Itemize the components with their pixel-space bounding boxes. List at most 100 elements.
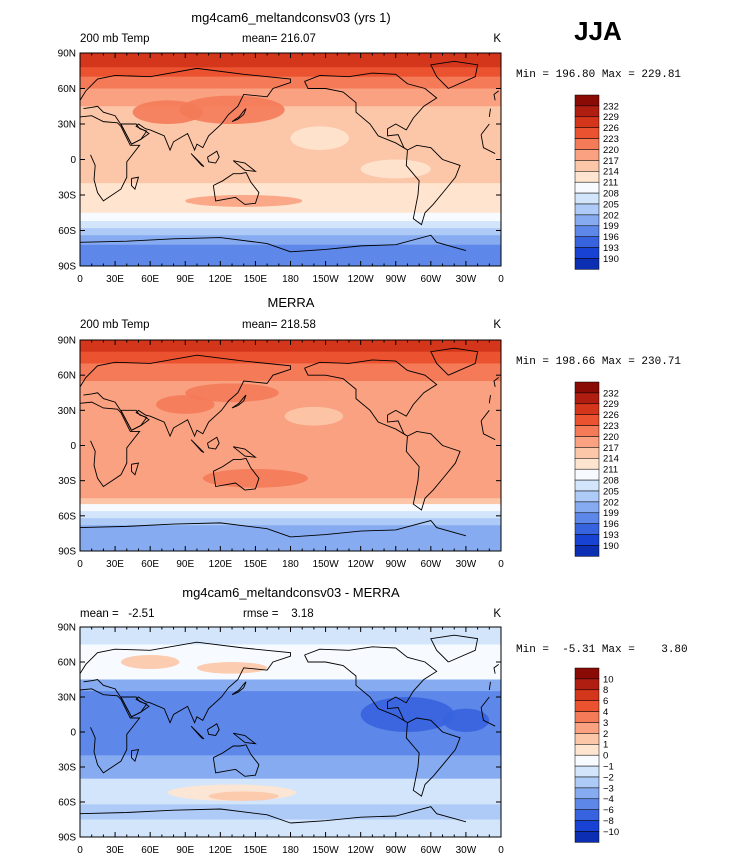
colorbar-box [574, 447, 600, 459]
coastline [231, 681, 247, 696]
coastline [207, 150, 220, 164]
panel-model-mean-label: mean= 216.07 [242, 33, 316, 45]
x-tick-label: 150E [244, 559, 268, 570]
contour-cell [360, 159, 431, 179]
colorbar-label: 199 [603, 221, 619, 232]
coastline [480, 123, 490, 135]
colorbar-label: −1 [603, 762, 614, 773]
panel-model-map: 0 30E 60E 90E 120E 150E 180 150W 120W 90W 60W 30W 09… [58, 49, 505, 286]
colorbar-label: 4 [603, 707, 608, 718]
colorbar-box [574, 820, 600, 832]
colorbar-label: −6 [603, 805, 614, 816]
colorbar-label: 205 [603, 486, 619, 497]
coastline [80, 115, 141, 202]
x-tick-label: 60W [421, 845, 442, 856]
coastline [207, 436, 220, 450]
x-tick-label: 90W [385, 845, 406, 856]
x-tick-label: 30E [106, 274, 124, 285]
colorbar-label: 208 [603, 189, 619, 200]
contour-band [80, 244, 501, 266]
colorbar-label: −4 [603, 794, 614, 805]
x-tick-label: 150E [244, 845, 268, 856]
coastline [430, 634, 479, 663]
coastline [212, 172, 260, 205]
colorbar-label: 193 [603, 530, 619, 541]
y-tick-label: 60N [58, 371, 76, 382]
coastline [493, 663, 499, 674]
colorbar-box [574, 700, 600, 712]
colorbar-box [574, 744, 600, 756]
contour-band [80, 679, 501, 692]
contour-cell [284, 406, 344, 426]
colorbar-label: 232 [603, 388, 619, 399]
x-tick-label: 0 [498, 274, 504, 285]
x-tick-label: 180 [282, 274, 299, 285]
coastline [190, 439, 205, 453]
contour-cell [179, 95, 285, 125]
coastlines [80, 634, 499, 824]
colorbar-label: 10 [603, 674, 614, 685]
colorbar-box [574, 225, 600, 237]
coastline [80, 401, 141, 488]
map-fill [80, 340, 501, 551]
colorbar-box [574, 181, 600, 194]
colorbar-label: 217 [603, 156, 619, 167]
colorbar-box [574, 667, 600, 680]
colorbar-label: 196 [603, 232, 619, 243]
coastline [80, 237, 291, 253]
y-tick-label: 90N [58, 336, 76, 347]
colorbar-box [574, 236, 600, 248]
panel-diff-map: 0 30E 60E 90E 120E 150E 180 150W 120W 90W 60W 30W 09… [58, 623, 505, 857]
panel-model-title: mg4cam6_meltandconsv03 (yrs 1) [191, 10, 390, 25]
colorbar-box [574, 479, 600, 492]
contour-cell [185, 383, 279, 403]
colorbar-box [574, 192, 600, 205]
contour-cell [185, 195, 303, 207]
coastline [480, 707, 496, 727]
colorbar-label: 196 [603, 519, 619, 530]
y-tick-label: 30S [58, 763, 76, 774]
x-tick-label: 0 [77, 845, 83, 856]
coastline [232, 732, 257, 745]
colorbar-box [574, 116, 600, 128]
panel-model-left-label: 200 mb Temp [80, 33, 149, 45]
coastlines [80, 60, 499, 253]
coastline [405, 717, 461, 797]
colorbar-box [574, 458, 600, 470]
y-tick-label: 60N [58, 84, 76, 95]
x-tick-label: 60E [141, 559, 159, 570]
coastline [290, 520, 467, 538]
colorbar-label: 205 [603, 199, 619, 210]
colorbar-box [574, 722, 600, 734]
coastline [212, 457, 260, 491]
panel-merra-mean-label: mean= 218.58 [242, 319, 316, 331]
colorbar-label: 211 [603, 178, 618, 189]
colorbar-label: 0 [603, 751, 608, 762]
colorbar-label: −2 [603, 772, 614, 783]
colorbar-box [574, 414, 600, 426]
coastline [290, 234, 467, 253]
colorbar-box [574, 711, 600, 723]
contour-band [80, 755, 501, 780]
colorbar-box [574, 534, 600, 546]
coastline [430, 60, 479, 89]
y-tick-label: 60S [58, 511, 76, 522]
colorbar-box [574, 247, 600, 259]
colorbar-label: −8 [603, 816, 614, 827]
x-tick-label: 30E [106, 845, 124, 856]
y-tick-label: 30S [58, 191, 76, 202]
coastline [131, 462, 140, 476]
y-tick-label: 90S [58, 547, 76, 558]
y-tick-label: 60N [58, 658, 76, 669]
y-tick-label: 30N [58, 693, 76, 704]
contour-band [80, 518, 501, 526]
colorbar-box [574, 798, 600, 810]
contour-cell [208, 791, 279, 801]
y-tick-label: 90S [58, 833, 76, 844]
coastline [488, 395, 491, 404]
coastline [480, 410, 490, 422]
colorbar-box [574, 160, 600, 172]
coastline [304, 72, 438, 151]
colorbar-label: 217 [603, 443, 619, 454]
colorbar-box [574, 523, 600, 535]
